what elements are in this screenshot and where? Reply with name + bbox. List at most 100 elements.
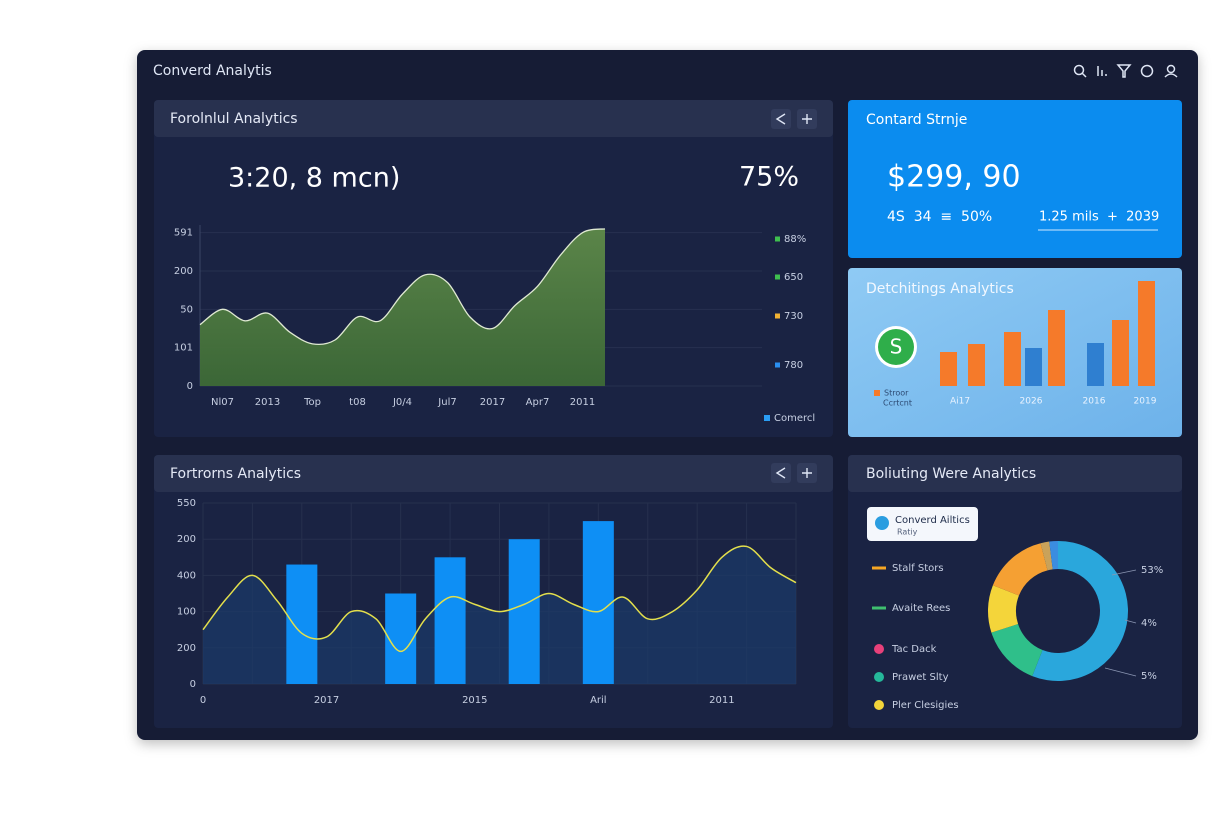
share-icon [775,113,786,125]
legend-label: Ccrtcnt [883,399,912,408]
legend-swatch [874,390,880,396]
leader-line [1104,667,1137,677]
legend-swatch [764,415,770,421]
bar [1087,343,1104,386]
add-icon [802,114,812,124]
filter-icon[interactable] [1116,64,1132,78]
bar [1048,310,1065,386]
y-tick-label: 0 [187,381,193,392]
annotation: 4% [1141,618,1157,629]
badge-subtitle: Ratiy [897,528,918,537]
share-button[interactable] [771,109,791,129]
x-tick-label: 2016 [1083,397,1106,407]
donut-slice [1049,541,1058,570]
legend-label: 730 [784,311,803,322]
legend-swatch [775,313,780,319]
panel-title: Fortrorns Analytics [170,466,301,482]
donut-slice [992,543,1048,596]
legend-label: 88% [784,234,806,245]
chart-icon[interactable] [1097,66,1107,76]
bar [434,557,466,684]
bar [385,593,417,684]
donut-slice [1040,541,1053,571]
bar [1025,348,1042,386]
panel-title: Contard Strnje [866,112,967,128]
line [202,545,797,653]
legend-label: 650 [784,272,803,283]
legend-label: Pler Clesigies [892,700,959,711]
legend-swatch [874,672,884,682]
legend-label: Avaite Rees [892,603,950,614]
bar [968,344,985,386]
area-line [199,228,606,346]
x-tick-label: 2015 [462,695,487,706]
x-tick-label: 2017 [314,695,339,706]
add-icon [802,468,812,478]
y-tick-label: 200 [177,534,196,545]
x-tick-label: 2019 [1134,397,1157,407]
badge-letter: S [890,335,903,359]
line-area [203,546,796,684]
legend-swatch [874,700,884,710]
x-tick-label: 2011 [570,397,595,408]
info-badge [867,507,978,541]
user-icon[interactable] [1164,64,1178,78]
y-tick-label: 50 [180,304,193,315]
x-tick-label: 2011 [709,695,734,706]
legend-label: Tac Dack [891,644,937,655]
x-tick-label: Aril [590,695,607,706]
x-tick-label: Top [303,397,321,408]
info-icon [875,516,889,530]
legend-swatch [874,644,884,654]
x-tick-label: 2013 [255,397,280,408]
y-tick-label: 550 [177,498,196,509]
x-tick-label: Apr7 [526,397,550,408]
power-icon[interactable] [1140,64,1154,78]
donut-slice [1032,541,1128,681]
panel-buttons [771,109,817,129]
search-icon[interactable] [1073,64,1087,78]
share-icon [775,467,786,479]
y-tick-label: 400 [177,570,196,581]
legend-swatch [775,236,780,242]
badge [878,329,914,365]
donut-slice [991,623,1043,677]
legend-label: Comercl [774,413,815,424]
x-tick-label: Jul7 [437,397,456,408]
y-tick-label: 591 [174,228,193,239]
legend-label: Stalf Stors [892,563,944,574]
y-tick-label: 100 [177,607,196,618]
x-tick-label: J0/4 [392,397,412,408]
x-tick-label: Ai17 [950,397,970,407]
stat-value: $299, 90 [887,160,1021,195]
leader-line [1111,569,1137,576]
panel-title: Forolnlul Analytics [170,111,298,127]
bar [582,521,614,684]
bar [508,539,540,684]
legend-swatch [775,362,780,368]
badge-title: Converd Ailtics [895,515,970,526]
legend-label: Stroor [884,389,909,398]
y-tick-label: 200 [174,266,193,277]
panel-title: Detchitings Analytics [866,281,1014,297]
leader-line [1124,619,1137,624]
stat-row: 4S 34 ≡ 50% [887,209,992,225]
share-button[interactable] [771,463,791,483]
donut-slice [988,585,1019,633]
legend-swatch [775,274,780,280]
bar [286,564,318,684]
bar [940,352,957,386]
legend-label: 780 [784,360,803,371]
app-title: Converd Analytis [153,63,272,79]
stat-row: 1.25 mils + 2039 [1039,210,1159,225]
bar [1112,320,1129,386]
panel-header [154,455,833,492]
legend-label: Prawet Slty [892,672,949,683]
x-tick-label: 2026 [1020,397,1043,407]
x-tick-label: t08 [349,397,366,408]
annotation: 53% [1141,565,1163,576]
x-tick-label: 0 [200,695,206,706]
bar [1004,332,1021,386]
